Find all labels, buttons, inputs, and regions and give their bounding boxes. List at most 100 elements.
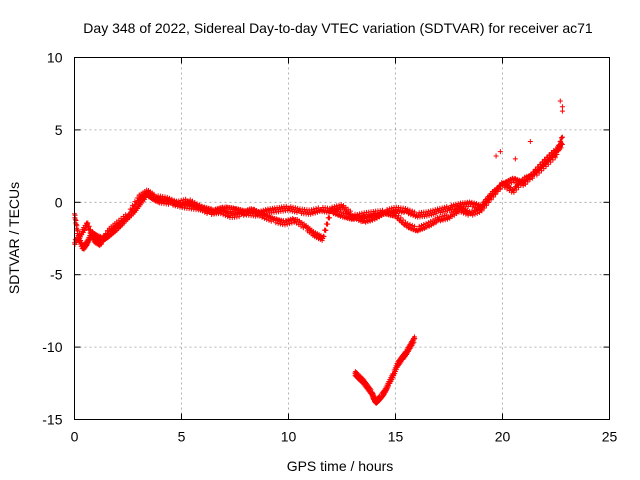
data-point-interp — [400, 217, 406, 223]
y-tick-label: 0 — [55, 194, 63, 210]
data-point-interp — [548, 150, 554, 156]
data-point-interp — [546, 152, 552, 158]
data-point — [493, 153, 499, 159]
data-point-interp — [313, 205, 319, 211]
y-tick-label: 10 — [47, 50, 63, 66]
data-point-interp — [511, 189, 517, 195]
series-3 — [493, 98, 565, 162]
data-point-interp — [460, 206, 466, 212]
data-point-interp — [264, 216, 270, 222]
series-1 — [72, 134, 565, 249]
data-point-interp — [361, 216, 367, 221]
data-point-interp — [368, 214, 374, 220]
tick-layer — [74, 57, 610, 420]
data-point-interp — [164, 194, 170, 200]
data-point-interp — [100, 238, 106, 244]
data-point-interp — [171, 197, 177, 203]
y-tick-label: -15 — [42, 412, 62, 428]
data-point-interp — [479, 208, 485, 214]
data-point-interp — [457, 205, 463, 211]
data-point-interp — [412, 209, 418, 215]
data-point-interp — [415, 228, 421, 234]
x-tick-label: 5 — [178, 429, 186, 445]
data-point-interp — [419, 226, 425, 232]
data-point-interp — [386, 208, 392, 214]
data-point-interp — [462, 206, 468, 212]
data-point-interp — [440, 209, 446, 215]
data-point-interp — [523, 174, 529, 180]
data-point-interp — [402, 205, 408, 211]
data-point-interp — [311, 206, 317, 212]
data-point-interp — [522, 178, 528, 184]
data-point-interp — [236, 214, 242, 220]
data-point-interp — [405, 221, 411, 227]
data-point-interp — [431, 211, 437, 217]
data-point-interp — [241, 212, 247, 218]
data-point-interp — [472, 211, 478, 217]
data-point-interp — [470, 212, 476, 218]
data-point-interp — [417, 227, 423, 233]
data-point-interp — [475, 202, 481, 208]
data-point-interp — [550, 157, 556, 163]
data-point-interp — [518, 182, 524, 188]
data-point-interp — [271, 215, 277, 221]
grid-layer — [74, 57, 610, 420]
series-2 — [352, 334, 418, 406]
data-point-interp — [474, 210, 480, 216]
data-point-interp — [102, 235, 108, 241]
data-point-interp — [447, 207, 453, 213]
data-point-interp — [483, 202, 489, 208]
data-point-interp — [308, 207, 314, 213]
data-point-interp — [222, 213, 228, 219]
data-point-interp — [418, 222, 424, 228]
data-point-interp — [490, 194, 496, 200]
data-point-interp — [396, 213, 402, 219]
data-point-interp — [244, 208, 250, 214]
data-point-interp — [167, 195, 173, 201]
data-point-interp — [278, 217, 284, 223]
data-point-interp — [470, 204, 476, 210]
data-point-interp — [274, 216, 280, 222]
chart-title: Day 348 of 2022, Sidereal Day-to-day VTE… — [83, 20, 593, 36]
data-point — [557, 98, 563, 104]
data-point-interp — [323, 227, 329, 233]
data-point-interp — [555, 148, 561, 154]
data-point-interp — [509, 179, 515, 185]
data-point-interp — [465, 203, 471, 209]
data-point-interp — [545, 161, 551, 167]
data-point-interp — [366, 214, 372, 220]
data-point-interp — [341, 214, 347, 220]
data-point-interp — [393, 211, 399, 217]
data-point-interp — [241, 209, 247, 215]
data-point-interp — [514, 176, 520, 182]
data-layer — [72, 98, 565, 406]
data-point-interp — [267, 214, 273, 220]
data-point — [350, 212, 356, 218]
data-point-interp — [525, 177, 531, 183]
data-point-interp — [428, 212, 434, 218]
data-point-interp — [416, 223, 422, 229]
data-point-interp — [282, 222, 288, 228]
data-point-interp — [391, 209, 397, 215]
data-point-interp — [385, 211, 391, 217]
data-point — [412, 335, 418, 341]
data-point-interp — [412, 223, 418, 229]
data-point — [114, 221, 120, 227]
data-point-interp — [290, 216, 296, 222]
data-point-interp — [344, 214, 350, 220]
data-point-interp — [405, 206, 411, 212]
data-point-interp — [162, 194, 168, 200]
data-point-interp — [407, 207, 413, 213]
data-point-interp — [292, 205, 298, 211]
data-point — [527, 138, 533, 144]
data-point-interp — [558, 140, 564, 146]
data-point-interp — [552, 155, 558, 161]
plot-frame — [74, 57, 610, 420]
y-tick-label: 5 — [55, 122, 63, 138]
data-point-interp — [338, 210, 344, 216]
data-point-interp — [326, 215, 332, 221]
data-point-interp — [389, 209, 395, 215]
data-point-interp — [513, 187, 519, 193]
data-point-interp — [557, 144, 563, 150]
